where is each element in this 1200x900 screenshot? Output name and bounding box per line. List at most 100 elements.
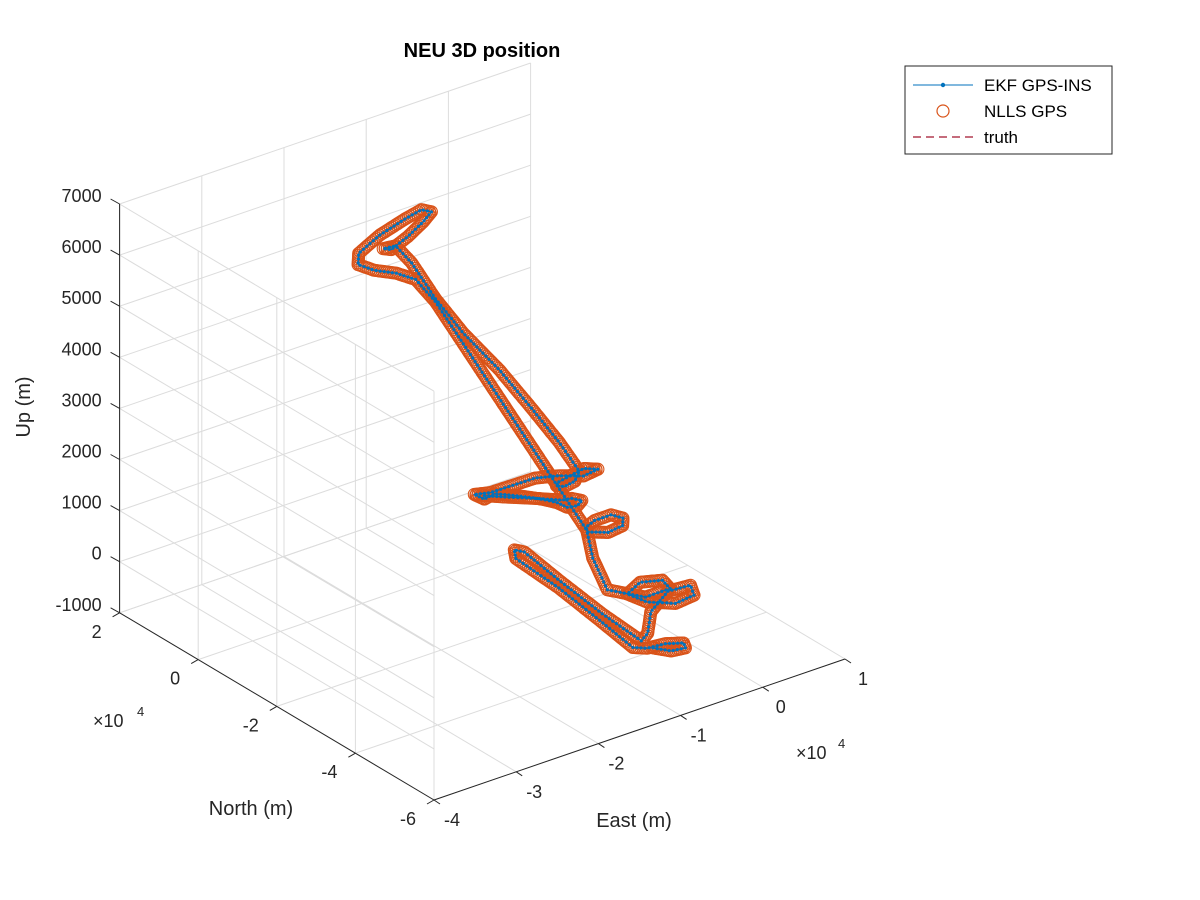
ekf-point <box>558 442 563 446</box>
nlls-point <box>398 232 412 246</box>
nlls-point <box>550 432 564 446</box>
ekf-point <box>502 373 506 377</box>
ekf-point <box>541 462 545 467</box>
ekf-point <box>511 495 516 499</box>
ekf-point <box>565 505 569 509</box>
ekf-point <box>413 227 417 231</box>
legend[interactable]: EKF GPS-INS NLLS GPS truth <box>904 65 1113 155</box>
ekf-point <box>525 564 529 568</box>
ekf-point <box>508 413 512 417</box>
ekf-point <box>589 548 593 552</box>
ekf-point <box>614 632 618 636</box>
ekf-point <box>593 606 597 611</box>
ekf-point <box>556 577 560 581</box>
ekf-point <box>594 564 599 568</box>
ekf-point <box>515 482 519 486</box>
ekf-point <box>356 257 360 261</box>
y-tick-mark <box>112 612 120 618</box>
ekf-point <box>410 213 414 217</box>
ekf-point <box>518 549 522 553</box>
ekf-point <box>639 598 643 602</box>
ekf-point <box>555 482 559 486</box>
ekf-point <box>576 516 581 520</box>
nlls-point <box>431 295 445 309</box>
ekf-point <box>503 493 507 497</box>
ekf-point <box>382 270 386 274</box>
ekf-point <box>539 574 543 578</box>
ekf-point <box>430 296 434 300</box>
ekf-point <box>447 313 451 317</box>
ekf-point <box>664 588 668 592</box>
y-tick-label: 2 <box>92 622 102 642</box>
legend-entry-nlls[interactable]: NLLS GPS <box>936 102 1067 121</box>
ekf-point <box>551 500 555 504</box>
ekf-point <box>469 339 473 343</box>
nlls-point <box>524 401 538 415</box>
ekf-point <box>429 290 433 294</box>
z-tick-mark <box>110 249 120 256</box>
ekf-point <box>515 423 520 428</box>
ekf-point <box>679 647 683 651</box>
ekf-point <box>374 268 378 273</box>
ekf-point <box>642 636 646 640</box>
ekf-point <box>504 376 508 380</box>
x-tick-mark <box>598 743 605 749</box>
ekf-point <box>553 436 557 440</box>
ekf-point <box>402 274 406 278</box>
ekf-point <box>478 348 482 352</box>
ekf-point <box>590 552 594 556</box>
ekf-point <box>365 244 369 248</box>
ekf-point <box>441 307 446 311</box>
ekf-point <box>568 482 572 486</box>
legend-entry-truth[interactable]: truth <box>913 128 1018 147</box>
legend-label-ekf: EKF GPS-INS <box>984 76 1092 95</box>
ekf-point <box>466 336 470 340</box>
ekf-point <box>396 222 400 226</box>
ekf-point <box>457 335 461 339</box>
ekf-point <box>581 474 586 478</box>
y-tick-label: -6 <box>400 809 416 829</box>
ekf-point <box>528 566 532 570</box>
ekf-point <box>486 491 491 495</box>
ekf-point <box>438 306 442 310</box>
ekf-point <box>392 244 396 248</box>
legend-entry-ekf[interactable]: EKF GPS-INS <box>913 76 1092 95</box>
ekf-point <box>495 489 499 493</box>
nlls-point <box>539 419 553 433</box>
ekf-point <box>399 219 403 223</box>
ekf-point <box>581 523 585 527</box>
ekf-point <box>518 393 522 397</box>
ekf-point <box>457 326 461 330</box>
ekf-point <box>647 594 652 598</box>
z-tick-mark <box>110 198 120 205</box>
ekf-point <box>635 593 639 598</box>
ekf-point <box>513 386 517 390</box>
ekf-point <box>426 286 430 290</box>
ekf-point <box>584 607 588 612</box>
ekf-point <box>403 217 407 221</box>
ekf-point <box>378 233 382 237</box>
ekf-point <box>574 477 578 482</box>
ekf-point <box>529 406 534 410</box>
nlls-point <box>534 559 548 573</box>
ekf-point <box>529 555 533 560</box>
ekf-point <box>559 502 563 506</box>
ekf-point <box>656 600 660 605</box>
ekf-point <box>507 495 511 499</box>
z-tick-mark <box>110 556 120 563</box>
ekf-point <box>532 409 536 413</box>
ekf-point <box>496 366 500 371</box>
ekf-point <box>417 272 421 276</box>
legend-circle-icon <box>936 104 950 118</box>
ekf-point <box>499 399 503 403</box>
ekf-point <box>422 219 426 223</box>
ekf-point <box>580 467 584 472</box>
ekf-point <box>583 598 587 603</box>
ekf-point <box>594 616 598 620</box>
ekf-point <box>647 625 651 629</box>
ekf-point <box>535 476 539 480</box>
ekf-point <box>558 498 562 502</box>
ekf-point <box>566 453 570 457</box>
ekf-point <box>596 467 600 471</box>
ekf-point <box>541 497 546 501</box>
